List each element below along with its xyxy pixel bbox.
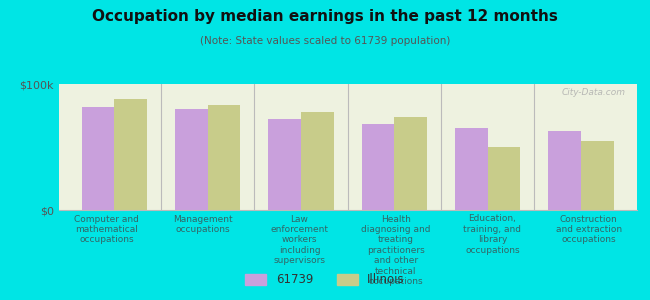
Text: Education,
training, and
library
occupations: Education, training, and library occupat… [463,214,521,255]
Bar [549,130,581,210]
Bar [175,109,208,210]
Text: City-Data.com: City-Data.com [562,88,625,97]
Text: Health
diagnosing and
treating
practitioners
and other
technical
occupations: Health diagnosing and treating practitio… [361,214,431,286]
Bar [581,141,614,210]
Text: Construction
and extraction
occupations: Construction and extraction occupations [556,214,622,244]
Bar [268,119,301,210]
Text: Computer and
mathematical
occupations: Computer and mathematical occupations [74,214,139,244]
Bar [114,99,147,210]
Bar [488,147,521,210]
Text: Occupation by median earnings in the past 12 months: Occupation by median earnings in the pas… [92,9,558,24]
Bar [208,105,240,210]
Bar [362,124,395,210]
Text: Management
occupations: Management occupations [174,214,233,234]
Bar [395,117,427,210]
Legend: 61739, Illinois: 61739, Illinois [240,269,410,291]
Text: (Note: State values scaled to 61739 population): (Note: State values scaled to 61739 popu… [200,36,450,46]
Bar [82,107,114,210]
Bar [301,112,333,210]
Text: Law
enforcement
workers
including
supervisors: Law enforcement workers including superv… [270,214,328,265]
Bar [455,128,488,210]
